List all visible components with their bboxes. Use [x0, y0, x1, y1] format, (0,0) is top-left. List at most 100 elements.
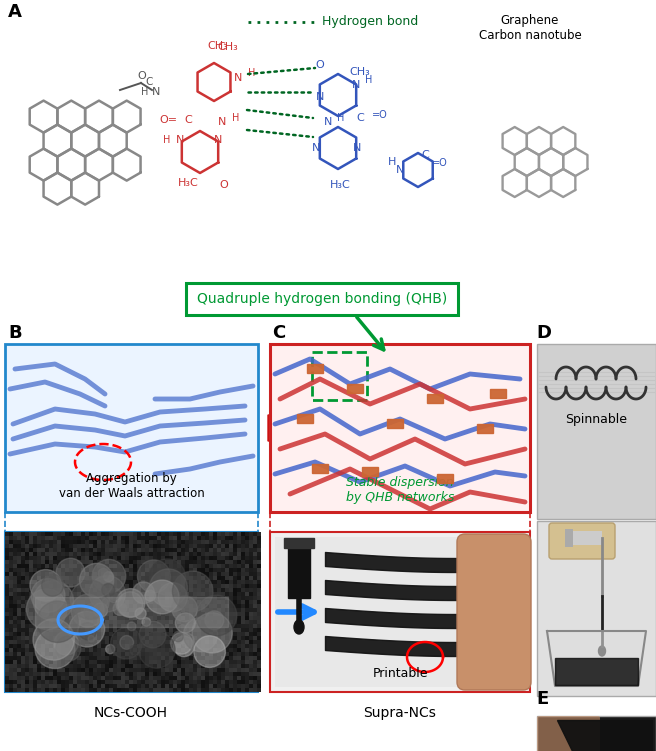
Bar — [125, 640, 129, 644]
Bar — [165, 648, 169, 652]
Bar — [77, 656, 81, 660]
Bar — [257, 640, 261, 644]
Bar — [97, 548, 101, 552]
Bar — [249, 684, 253, 688]
Bar — [229, 560, 233, 564]
Bar — [209, 536, 213, 540]
Bar — [225, 604, 229, 608]
Bar — [41, 644, 45, 648]
Bar — [101, 636, 105, 640]
Bar — [125, 636, 129, 640]
Bar — [17, 628, 21, 632]
Bar — [129, 652, 133, 656]
Bar — [165, 672, 169, 676]
Bar — [101, 560, 105, 564]
Bar — [221, 560, 225, 564]
Bar — [25, 652, 29, 656]
Bar — [217, 652, 221, 656]
Bar — [113, 640, 117, 644]
Bar — [145, 672, 149, 676]
Bar — [157, 656, 161, 660]
Bar — [29, 588, 33, 592]
Bar — [69, 624, 73, 628]
Bar — [73, 636, 77, 640]
Bar — [169, 688, 173, 692]
Bar — [9, 564, 13, 568]
Bar — [29, 684, 33, 688]
Bar — [157, 596, 161, 600]
Bar — [141, 588, 145, 592]
Bar — [209, 628, 213, 632]
Bar — [57, 612, 61, 616]
Bar — [205, 548, 209, 552]
Bar — [41, 584, 45, 588]
Bar — [257, 676, 261, 680]
Bar — [117, 648, 121, 652]
Bar — [137, 588, 141, 592]
Bar — [89, 548, 93, 552]
Bar — [249, 588, 253, 592]
Text: H: H — [232, 113, 239, 123]
Bar — [33, 656, 37, 660]
Bar — [209, 600, 213, 604]
Bar — [217, 608, 221, 612]
Bar — [149, 640, 153, 644]
Circle shape — [116, 589, 145, 617]
Bar — [221, 580, 225, 584]
Bar — [241, 624, 245, 628]
Bar — [133, 624, 137, 628]
Bar — [17, 664, 21, 668]
Bar — [233, 552, 237, 556]
Bar — [121, 532, 125, 536]
Bar — [29, 556, 33, 560]
Bar — [45, 644, 49, 648]
Bar — [113, 664, 117, 668]
Bar — [141, 596, 145, 600]
Bar — [89, 580, 93, 584]
Bar — [237, 648, 241, 652]
Bar — [173, 556, 177, 560]
Circle shape — [106, 644, 115, 653]
Bar — [65, 600, 69, 604]
Bar — [5, 568, 9, 572]
Bar — [145, 644, 149, 648]
Bar — [57, 580, 61, 584]
Bar — [49, 672, 53, 676]
Bar — [217, 644, 221, 648]
Bar — [153, 620, 157, 624]
Bar — [237, 624, 241, 628]
Bar — [217, 688, 221, 692]
Bar — [177, 560, 181, 564]
Bar — [221, 656, 225, 660]
Bar — [53, 676, 57, 680]
Bar — [65, 544, 69, 548]
Bar — [177, 672, 181, 676]
Bar — [197, 568, 201, 572]
Bar — [193, 612, 197, 616]
Bar — [249, 620, 253, 624]
Bar — [177, 624, 181, 628]
Bar — [49, 668, 53, 672]
Bar — [185, 572, 189, 576]
Text: CH₃: CH₃ — [350, 67, 371, 77]
Bar — [117, 608, 121, 612]
Bar — [53, 612, 57, 616]
Bar — [149, 664, 153, 668]
Bar — [81, 592, 85, 596]
Bar — [221, 668, 225, 672]
Bar — [101, 568, 105, 572]
Bar — [185, 660, 189, 664]
Bar — [85, 676, 89, 680]
Bar — [221, 548, 225, 552]
Bar — [257, 608, 261, 612]
Bar — [141, 688, 145, 692]
Bar — [13, 660, 17, 664]
Bar — [193, 656, 197, 660]
Bar — [237, 548, 241, 552]
Bar — [25, 588, 29, 592]
Bar — [237, 608, 241, 612]
Bar — [217, 568, 221, 572]
Bar — [249, 556, 253, 560]
Bar — [129, 676, 133, 680]
Bar — [253, 688, 257, 692]
